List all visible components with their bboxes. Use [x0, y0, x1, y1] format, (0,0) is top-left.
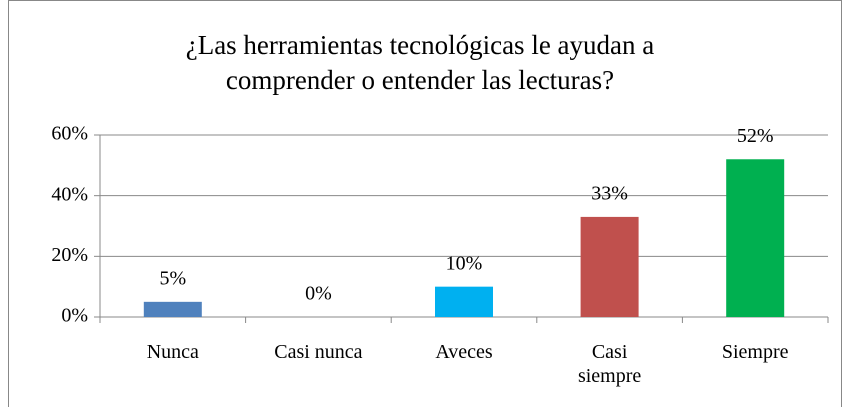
data-label: 52% [737, 125, 774, 147]
chart-border [8, 0, 842, 407]
data-label: 0% [305, 283, 332, 305]
bar [580, 216, 639, 317]
y-tick-label: 20% [51, 244, 88, 266]
x-tick-label: Siempre [721, 341, 789, 363]
x-tick-label: Aveces [435, 341, 493, 363]
bar [143, 301, 202, 317]
x-tick-label: Nunca [146, 341, 199, 363]
y-tick-label: 40% [51, 183, 88, 205]
bar [435, 286, 493, 317]
chart-title: ¿Las herramientas tecnológicas le ayudan… [185, 30, 655, 95]
y-tick-label: 60% [51, 123, 88, 145]
x-tick-label: Casi nunca [274, 341, 363, 363]
x-tick-label: Casi siempre [577, 341, 642, 387]
y-tick-label: 0% [61, 305, 88, 327]
data-label: 5% [159, 267, 186, 289]
data-label: 33% [591, 182, 628, 204]
bar [726, 159, 785, 317]
data-label: 10% [446, 252, 483, 274]
